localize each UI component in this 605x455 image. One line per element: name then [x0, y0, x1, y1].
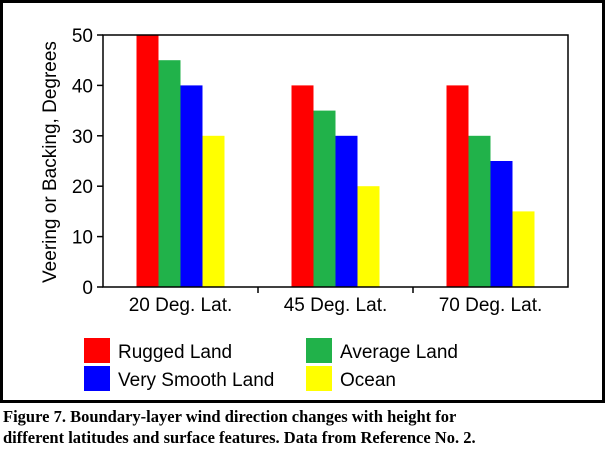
bar [490, 161, 513, 287]
y-tick-label: 0 [82, 278, 93, 299]
y-tick-label: 20 [72, 177, 93, 198]
legend-label: Average Land [340, 342, 458, 363]
caption-line-1: Figure 7. Boundary-layer wind direction … [3, 407, 457, 426]
bar [202, 135, 225, 287]
figure-frame: 0 10 20 30 40 50 20 Deg. Lat. 45 Deg. Lat. 70 D… [0, 0, 605, 403]
plot-area-frame [102, 34, 569, 288]
legend: Rugged Land Average Land Very Smooth Land O… [84, 338, 458, 391]
x-tick-label: 20 Deg. Lat. [129, 295, 233, 316]
legend-swatch [306, 366, 332, 391]
bar [313, 110, 336, 287]
figure-caption: Figure 7. Boundary-layer wind direction … [3, 406, 603, 448]
caption-line-2: different latitudes and surface features… [3, 428, 476, 447]
bar [335, 135, 358, 287]
y-tick-label: 10 [72, 228, 93, 249]
legend-label: Very Smooth Land [118, 370, 274, 391]
legend-label: Rugged Land [118, 342, 232, 363]
legend-swatch [84, 366, 110, 391]
bar [180, 85, 203, 288]
bars [136, 35, 535, 288]
y-tick-label: 40 [72, 76, 93, 97]
bar-chart: 0 10 20 30 40 50 20 Deg. Lat. 45 Deg. Lat. 70 D… [40, 26, 569, 391]
legend-swatch [84, 338, 110, 363]
legend-swatch [306, 338, 332, 363]
bar [291, 85, 314, 288]
x-tick-label: 70 Deg. Lat. [439, 295, 543, 316]
x-tick-label: 45 Deg. Lat. [284, 295, 388, 316]
legend-label: Ocean [340, 370, 396, 391]
y-axis-label: Veering or Backing, Degrees [40, 41, 61, 283]
bar [136, 35, 159, 287]
y-tick-label: 30 [72, 127, 93, 148]
bar [158, 60, 181, 288]
bar [357, 186, 380, 287]
bar [512, 211, 535, 287]
y-tick-label: 50 [72, 26, 93, 47]
x-axis: 20 Deg. Lat. 45 Deg. Lat. 70 Deg. Lat. [129, 287, 543, 316]
y-axis: 0 10 20 30 40 50 [72, 26, 103, 299]
bar [446, 85, 469, 288]
bar [468, 135, 491, 287]
